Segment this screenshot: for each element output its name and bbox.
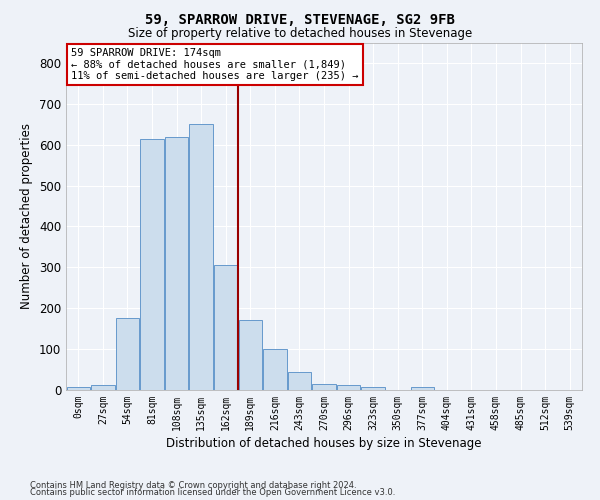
Text: Size of property relative to detached houses in Stevenage: Size of property relative to detached ho… xyxy=(128,28,472,40)
Text: Contains HM Land Registry data © Crown copyright and database right 2024.: Contains HM Land Registry data © Crown c… xyxy=(30,480,356,490)
Y-axis label: Number of detached properties: Number of detached properties xyxy=(20,123,34,309)
Bar xyxy=(410,387,434,390)
Bar xyxy=(313,384,335,390)
Bar xyxy=(190,124,213,390)
Bar xyxy=(91,385,115,390)
Bar xyxy=(288,372,311,390)
X-axis label: Distribution of detached houses by size in Stevenage: Distribution of detached houses by size … xyxy=(166,437,482,450)
Bar xyxy=(116,318,139,390)
Bar xyxy=(361,387,385,390)
Bar xyxy=(239,320,262,390)
Text: Contains public sector information licensed under the Open Government Licence v3: Contains public sector information licen… xyxy=(30,488,395,497)
Bar xyxy=(263,349,287,390)
Text: 59 SPARROW DRIVE: 174sqm
← 88% of detached houses are smaller (1,849)
11% of sem: 59 SPARROW DRIVE: 174sqm ← 88% of detach… xyxy=(71,48,359,81)
Bar xyxy=(140,138,164,390)
Bar xyxy=(337,385,360,390)
Bar xyxy=(165,136,188,390)
Bar xyxy=(67,387,90,390)
Bar xyxy=(214,266,238,390)
Text: 59, SPARROW DRIVE, STEVENAGE, SG2 9FB: 59, SPARROW DRIVE, STEVENAGE, SG2 9FB xyxy=(145,12,455,26)
